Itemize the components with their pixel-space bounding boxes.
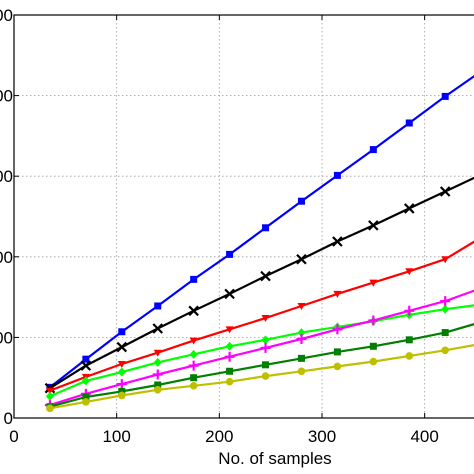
data-point bbox=[369, 146, 377, 154]
data-point bbox=[188, 305, 199, 317]
data-point bbox=[297, 328, 306, 338]
data-point bbox=[332, 236, 343, 247]
data-point bbox=[225, 326, 234, 334]
x-tick-label: 400 bbox=[410, 427, 438, 446]
data-point bbox=[226, 250, 234, 258]
data-point bbox=[441, 256, 450, 264]
ticks bbox=[13, 14, 426, 419]
y-tick-label: 00 bbox=[0, 87, 13, 106]
data-point bbox=[189, 349, 198, 359]
data-point bbox=[190, 374, 198, 382]
y-tick-label: 0 bbox=[4, 409, 13, 428]
data-point bbox=[80, 360, 92, 371]
grid bbox=[14, 14, 474, 418]
data-point bbox=[262, 361, 270, 369]
y-tick-label: 00 bbox=[0, 6, 13, 25]
data-point bbox=[369, 279, 378, 287]
data-point bbox=[405, 336, 413, 344]
data-point bbox=[225, 377, 234, 386]
data-point bbox=[405, 119, 413, 127]
data-point bbox=[333, 348, 341, 356]
data-point bbox=[405, 352, 414, 360]
data-point bbox=[297, 367, 306, 376]
data-point bbox=[153, 385, 162, 394]
data-point bbox=[441, 329, 449, 337]
data-point bbox=[154, 302, 162, 310]
plot-frame bbox=[13, 14, 474, 419]
data-point bbox=[152, 323, 164, 334]
data-point bbox=[368, 220, 379, 231]
data-point bbox=[82, 398, 90, 406]
data-point bbox=[225, 341, 234, 351]
data-point bbox=[403, 203, 415, 214]
data-point bbox=[441, 346, 450, 355]
data-point bbox=[154, 381, 162, 389]
x-tick-label: 200 bbox=[205, 427, 233, 446]
data-point bbox=[45, 391, 54, 401]
data-point bbox=[332, 324, 343, 335]
data-point bbox=[441, 304, 450, 314]
data-point bbox=[405, 268, 414, 276]
tick-labels: 010020030040000000000000 bbox=[0, 6, 439, 446]
x-axis-title: No. of samples bbox=[218, 449, 331, 468]
data-point bbox=[82, 393, 90, 401]
data-point bbox=[261, 372, 270, 380]
data-point bbox=[81, 376, 90, 386]
y-tick-label: 00 bbox=[0, 328, 13, 347]
data-point bbox=[45, 387, 54, 395]
x-tick-label: 0 bbox=[9, 427, 18, 446]
plot-background bbox=[14, 15, 474, 418]
data-point bbox=[368, 315, 379, 326]
data-point bbox=[116, 341, 128, 353]
data-point bbox=[333, 290, 342, 298]
data-point bbox=[333, 171, 341, 179]
data-point bbox=[224, 351, 235, 362]
data-point bbox=[404, 305, 415, 316]
data-point bbox=[118, 328, 126, 336]
data-point bbox=[297, 197, 305, 205]
data-point bbox=[188, 360, 199, 371]
data-point bbox=[369, 342, 377, 350]
series-2 bbox=[44, 176, 474, 394]
data-point bbox=[296, 253, 307, 265]
data-point bbox=[153, 349, 162, 357]
x-tick-label: 300 bbox=[308, 427, 336, 446]
data-point bbox=[190, 275, 198, 283]
data-point bbox=[116, 379, 127, 390]
data-point bbox=[82, 355, 90, 363]
data-point bbox=[153, 357, 162, 367]
series-3 bbox=[45, 240, 474, 395]
data-point bbox=[333, 362, 342, 371]
series-group bbox=[44, 75, 474, 413]
data-point bbox=[297, 354, 305, 362]
data-point bbox=[439, 186, 451, 197]
data-point bbox=[261, 315, 270, 323]
x-tick-label: 100 bbox=[102, 427, 130, 446]
data-point bbox=[152, 369, 163, 380]
y-tick-label: 00 bbox=[0, 248, 13, 267]
data-point bbox=[189, 337, 198, 345]
data-point bbox=[117, 367, 126, 377]
data-point bbox=[117, 360, 126, 368]
data-point bbox=[226, 367, 234, 375]
data-point bbox=[441, 92, 449, 100]
data-point bbox=[297, 302, 306, 310]
data-point bbox=[260, 342, 271, 353]
y-tick-label: 00 bbox=[0, 167, 13, 186]
data-point bbox=[189, 381, 198, 390]
data-point bbox=[224, 288, 235, 300]
series-7 bbox=[46, 343, 474, 413]
data-point bbox=[261, 335, 270, 345]
data-point bbox=[369, 357, 378, 366]
data-point bbox=[296, 334, 307, 345]
data-point bbox=[118, 387, 126, 395]
data-point bbox=[262, 224, 270, 232]
data-point bbox=[260, 270, 271, 282]
data-point bbox=[440, 296, 451, 307]
data-point bbox=[118, 391, 126, 400]
data-point bbox=[46, 404, 54, 413]
